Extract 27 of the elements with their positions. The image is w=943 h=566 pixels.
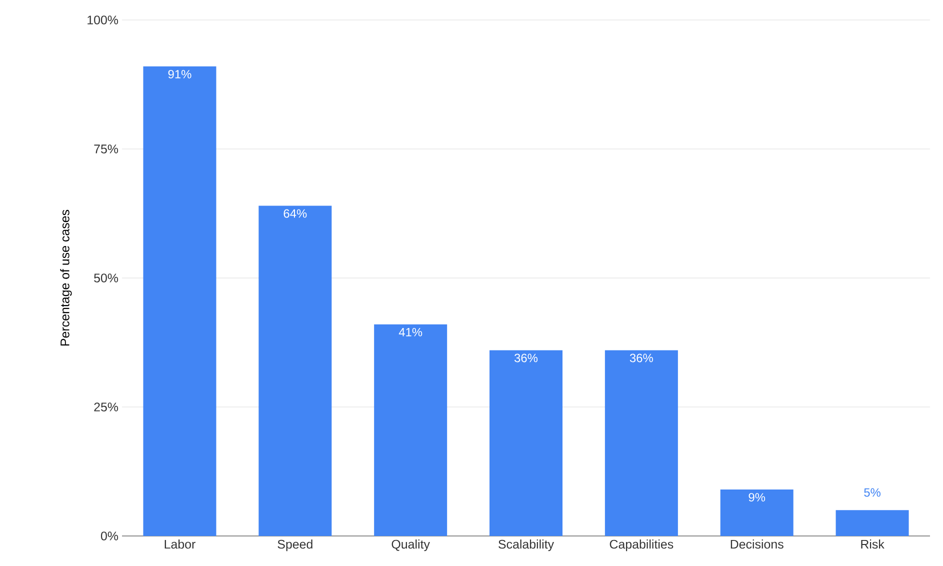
bar xyxy=(143,66,216,536)
bar xyxy=(604,350,678,536)
y-tick-label: 100% xyxy=(88,16,118,24)
data-label: 41% xyxy=(398,328,422,336)
x-tick-label: Labor xyxy=(164,539,196,549)
bar xyxy=(720,490,794,536)
bar xyxy=(258,206,332,536)
y-tick-label: 25% xyxy=(94,402,118,412)
bar xyxy=(836,510,909,536)
data-label: 91% xyxy=(168,70,192,78)
data-label: 36% xyxy=(514,354,538,362)
bar xyxy=(490,350,563,536)
y-tick-label: 75% xyxy=(94,144,118,154)
x-tick-label: Decisions xyxy=(730,539,784,549)
data-label: 36% xyxy=(630,354,653,362)
x-tick-label: Quality xyxy=(392,539,430,552)
data-label: 5% xyxy=(864,488,880,497)
x-tick-label: Risk xyxy=(861,539,884,549)
x-tick-label: Speed xyxy=(278,539,312,552)
y-tick-label: 0% xyxy=(100,532,118,540)
x-tick-label: Scalability xyxy=(498,539,554,552)
data-label: 64% xyxy=(284,209,307,218)
data-label: 9% xyxy=(748,493,766,502)
y-axis-title: Percentage of use cases xyxy=(60,210,72,346)
x-tick-label: Capabilities xyxy=(610,539,674,552)
y-tick-label: 50% xyxy=(94,274,118,282)
bar xyxy=(374,324,448,536)
